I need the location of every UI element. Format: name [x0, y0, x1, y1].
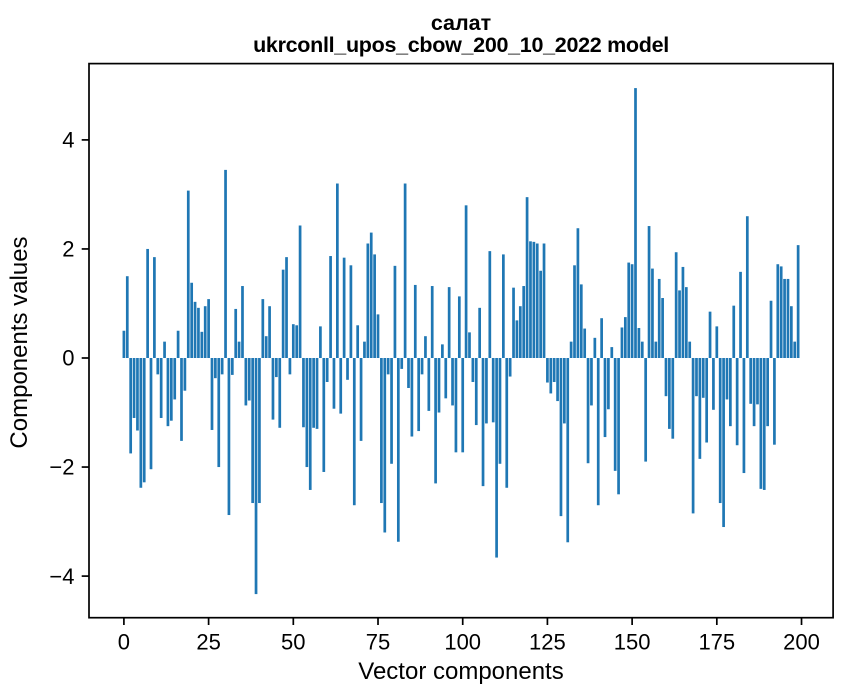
svg-text:100: 100: [444, 630, 481, 655]
svg-text:4: 4: [62, 128, 74, 153]
svg-text:175: 175: [698, 630, 735, 655]
svg-text:25: 25: [196, 630, 220, 655]
svg-text:2: 2: [62, 237, 74, 262]
svg-text:−4: −4: [49, 564, 74, 589]
svg-text:0: 0: [118, 630, 130, 655]
svg-text:Components values: Components values: [6, 236, 33, 448]
svg-text:салат: салат: [431, 11, 491, 35]
svg-text:200: 200: [783, 630, 820, 655]
svg-text:125: 125: [529, 630, 566, 655]
svg-text:0: 0: [62, 346, 74, 371]
svg-text:ukrconll_upos_cbow_200_10_2022: ukrconll_upos_cbow_200_10_2022 model: [253, 33, 669, 57]
svg-text:Vector components: Vector components: [358, 658, 563, 685]
svg-text:75: 75: [366, 630, 390, 655]
svg-text:150: 150: [614, 630, 651, 655]
svg-text:−2: −2: [49, 455, 74, 480]
svg-text:50: 50: [281, 630, 305, 655]
